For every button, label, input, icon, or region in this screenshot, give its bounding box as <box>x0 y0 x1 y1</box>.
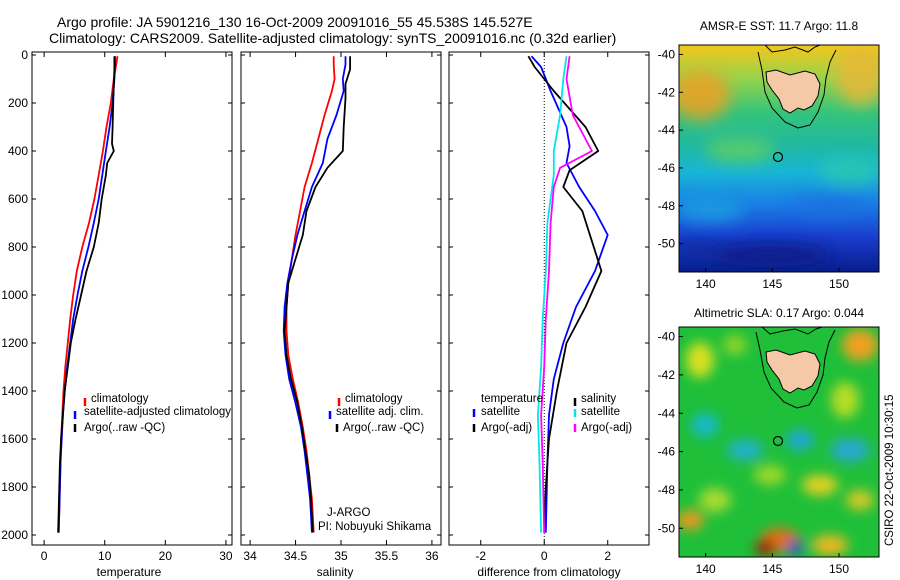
y-tick-label: 1200 <box>1 336 28 350</box>
sla-map: Altimetric SLA: 0.17 Argo: 0.044 <box>658 306 880 576</box>
bathymetry-contour <box>757 49 837 129</box>
map-y-tick-label: -40 <box>658 47 676 61</box>
y-tick-label: 800 <box>8 240 28 254</box>
annotation-pi: PI: Nobuyuki Shikama <box>318 521 432 533</box>
salinity-xlabel: salinity <box>317 565 354 579</box>
x-tick-label: -2 <box>475 549 486 563</box>
mainland-coast <box>761 327 823 335</box>
x-tick-label: 35.5 <box>375 549 399 563</box>
legend-temp-argo: Argo(-adj) <box>481 422 532 434</box>
tasmania-land <box>765 349 821 394</box>
bathymetry-contour <box>755 329 836 409</box>
legend-sal-argo: Argo(-adj) <box>581 422 632 434</box>
map-x-tick-label: 140 <box>696 562 716 576</box>
figure-title-line1: Argo profile: JA 5901216_130 16-Oct-2009… <box>57 14 533 30</box>
series-line-2 <box>537 56 568 533</box>
figure-title-line2: Climatology: CARS2009. Satellite-adjuste… <box>49 30 616 46</box>
x-tick-label: 36 <box>425 549 439 563</box>
y-tick-label: 1000 <box>1 288 28 302</box>
legend-temp-satellite: satellite <box>481 406 520 418</box>
map-y-tick-label: -46 <box>658 445 676 459</box>
y-tick-label: 1800 <box>1 480 28 494</box>
map-y-tick-label: -46 <box>658 161 676 175</box>
side-note: CSIRO 22-Oct-2009 10:30:15 <box>884 395 896 547</box>
y-tick-label: 600 <box>8 192 28 206</box>
x-tick-label: 0 <box>541 549 548 563</box>
difference-legend: temperature satellite Argo(-adj) salinit… <box>472 393 632 434</box>
legend-satellite-adj: satellite adj. clim. <box>336 406 424 418</box>
argo-float-marker <box>772 435 784 447</box>
y-tick-label: 400 <box>8 144 28 158</box>
x-tick-label: 30 <box>219 549 233 563</box>
x-tick-label: 20 <box>159 549 173 563</box>
map-y-tick-label: -48 <box>658 483 676 497</box>
map-x-tick-label: 150 <box>829 562 849 576</box>
map-y-tick-label: -50 <box>658 521 676 535</box>
legend-climatology: climatology <box>91 393 149 405</box>
map-y-tick-label: -44 <box>658 406 676 420</box>
mainland-coast <box>764 45 821 53</box>
map-y-tick-label: -40 <box>658 330 676 344</box>
map-x-tick-label: 145 <box>762 562 782 576</box>
difference-xlabel: difference from climatology <box>477 565 620 579</box>
series-line-0 <box>530 55 609 533</box>
x-tick-label: 0 <box>41 549 48 563</box>
map-y-tick-label: -42 <box>658 368 676 382</box>
annotation-jargo: J-ARGO <box>327 507 371 519</box>
sst-map-title: AMSR-E SST: 11.7 Argo: 11.8 <box>700 19 859 33</box>
y-tick-label: 0 <box>21 48 28 62</box>
map-y-tick-label: -42 <box>658 85 676 99</box>
temperature-legend: climatology satellite-adjusted climatolo… <box>73 393 231 434</box>
legend-argo: Argo(..raw -QC) <box>343 422 424 434</box>
series-line-2 <box>283 56 352 533</box>
salinity-legend: climatology satellite adj. clim. Argo(..… <box>328 393 424 434</box>
x-tick-label: 34.5 <box>284 549 308 563</box>
y-tick-label: 1600 <box>1 432 28 446</box>
tasmania-land <box>765 69 821 114</box>
map-x-tick-label: 150 <box>829 277 849 291</box>
x-tick-label: 10 <box>98 549 112 563</box>
x-tick-label: 35 <box>334 549 348 563</box>
temperature-panel: 0 10 20 30 0 200 400 600 800 1000 1200 1400 1600 1800… <box>1 48 233 579</box>
map-x-tick-label: 145 <box>762 277 782 291</box>
x-tick-label: 34 <box>243 549 257 563</box>
difference-panel: -2 0 2 difference from climatology tempera… <box>448 51 650 579</box>
series-line-2 <box>57 56 116 533</box>
temperature-xlabel: temperature <box>97 565 162 579</box>
legend-argo: Argo(..raw -QC) <box>84 422 165 434</box>
series-line-3 <box>540 56 593 533</box>
map-y-tick-label: -50 <box>658 237 676 251</box>
map-y-tick-label: -48 <box>658 199 676 213</box>
y-tick-label: 1400 <box>1 384 28 398</box>
y-tick-label: 2000 <box>1 528 28 542</box>
legend-salinity-title: salinity <box>581 393 616 405</box>
sst-map: AMSR-E SST: 11.7 Argo: 11.8 140 145 150 -40… <box>658 19 880 291</box>
legend-sal-satellite: satellite <box>581 406 620 418</box>
legend-satellite-adjusted: satellite-adjusted climatology <box>84 406 231 418</box>
x-tick-label: 2 <box>604 549 611 563</box>
salinity-panel: 34 34.5 35 35.5 36 salinity climatology sate… <box>240 51 442 579</box>
series-line-1 <box>527 55 603 533</box>
argo-float-marker <box>772 151 784 163</box>
y-tick-label: 200 <box>8 96 28 110</box>
map-y-tick-label: -44 <box>658 123 676 137</box>
sla-map-title: Altimetric SLA: 0.17 Argo: 0.044 <box>694 306 864 320</box>
legend-climatology: climatology <box>345 393 403 405</box>
legend-temperature-title: temperature <box>481 393 543 405</box>
map-x-tick-label: 140 <box>696 277 716 291</box>
